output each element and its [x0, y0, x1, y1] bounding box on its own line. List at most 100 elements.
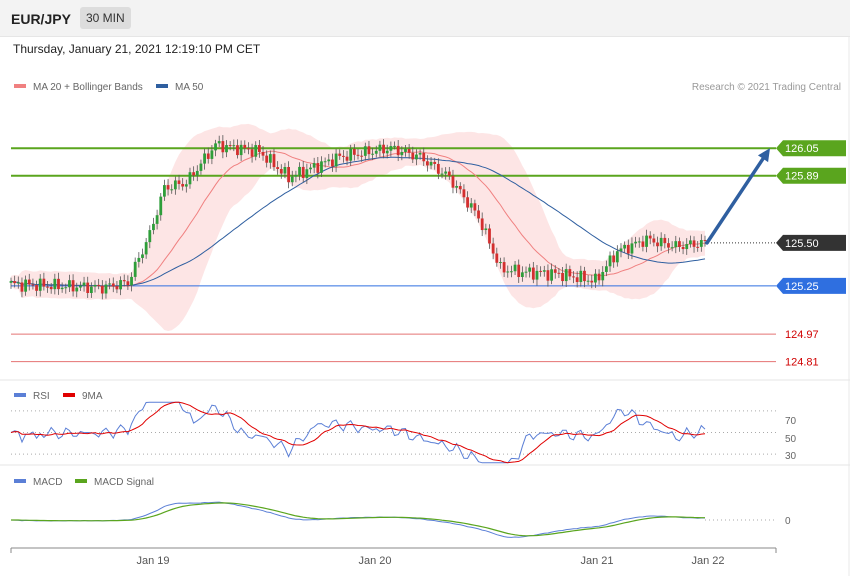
candle [447, 166, 451, 180]
candle [586, 275, 590, 286]
level-tag-125-25 [776, 277, 846, 294]
candle [298, 162, 301, 181]
candle [268, 150, 272, 169]
candle [495, 247, 499, 267]
candle [97, 278, 101, 290]
candle [111, 277, 115, 293]
candle [619, 243, 623, 258]
candle [31, 278, 35, 290]
attribution-text: Research © 2021 Trading Central [692, 82, 841, 93]
candle [510, 265, 513, 278]
candle [349, 144, 353, 166]
candle [645, 229, 648, 253]
candle [64, 283, 68, 294]
x-tick-label-jan19: Jan 19 [136, 555, 169, 567]
datetime-label: Thursday, January 21, 2021 12:19:10 PM C… [13, 42, 261, 56]
legend-swatch-ma50 [156, 84, 168, 88]
candle [338, 149, 342, 160]
candle [411, 146, 415, 164]
level-tags: 126.05 125.89 125.50 125.25 124.97 124.81 [776, 140, 846, 369]
candle [301, 160, 305, 183]
candle [594, 269, 597, 288]
candle [148, 225, 152, 249]
candle [407, 143, 411, 159]
candle [225, 140, 228, 158]
candle [42, 272, 46, 291]
rsi-ma-line [10, 401, 706, 464]
candle [192, 166, 196, 181]
candle [491, 237, 495, 260]
candle [480, 212, 484, 237]
chart-header: EUR/JPY 30 MIN [0, 0, 850, 37]
arrow-shaft [705, 153, 767, 245]
level-text-124-81: 124.81 [785, 357, 819, 369]
level-tag-text-126-05: 126.05 [785, 143, 819, 155]
candle [553, 265, 557, 279]
legend-swatch-macd [14, 479, 26, 483]
candle [371, 147, 375, 160]
x-tick-label-jan22: Jan 22 [691, 555, 724, 567]
candle [426, 155, 429, 172]
candle [108, 278, 112, 290]
arrow-head [757, 148, 770, 163]
candle [626, 239, 630, 259]
candle [203, 148, 206, 170]
candle [104, 280, 108, 299]
rsi-line [10, 401, 706, 464]
candle [597, 269, 601, 285]
candle [35, 280, 38, 297]
candle [688, 235, 692, 248]
legend-swatch-macd-signal [75, 479, 87, 483]
candle [38, 274, 42, 297]
candle [418, 149, 422, 160]
level-tag-text-125-25: 125.25 [785, 281, 819, 293]
candle [126, 275, 130, 290]
candle [16, 276, 20, 289]
candle [163, 179, 166, 201]
macd-tick-0: 0 [785, 516, 791, 527]
candle [681, 241, 685, 255]
level-tag-125-89 [776, 167, 846, 184]
candle [188, 167, 192, 189]
candle [316, 157, 320, 179]
candle [320, 156, 323, 178]
candle [122, 274, 126, 287]
candle [93, 280, 97, 293]
candle [656, 236, 659, 253]
candle [276, 161, 280, 175]
candle [345, 150, 349, 166]
candle [60, 282, 64, 293]
candle [287, 161, 290, 189]
candle [305, 163, 309, 185]
candle [71, 274, 75, 297]
candle [630, 237, 634, 260]
target-arrow [705, 148, 770, 245]
candle [352, 144, 356, 161]
candle [520, 266, 524, 282]
candle [440, 167, 444, 179]
candle [546, 264, 550, 287]
candle [239, 140, 243, 161]
candle [250, 143, 254, 163]
candle [524, 266, 528, 278]
candle [670, 241, 674, 252]
candle [173, 176, 177, 195]
level-tag-text-125-50: 125.50 [785, 238, 819, 250]
legend-label-rsi: RSI [33, 391, 50, 402]
candle [561, 266, 564, 286]
candle [272, 148, 276, 171]
candle [466, 191, 469, 212]
candle [265, 150, 269, 168]
legend-label-rsi-ma: 9MA [82, 391, 103, 402]
candle [294, 170, 298, 183]
candle [385, 144, 389, 159]
legend-label-macd-signal: MACD Signal [94, 477, 154, 488]
timeframe-button[interactable]: 30 MIN [80, 7, 131, 29]
candle [382, 139, 385, 159]
candle [564, 263, 568, 288]
level-tag-125-50 [776, 234, 846, 251]
candle [184, 179, 188, 193]
candle [57, 272, 60, 295]
candle [79, 281, 82, 292]
